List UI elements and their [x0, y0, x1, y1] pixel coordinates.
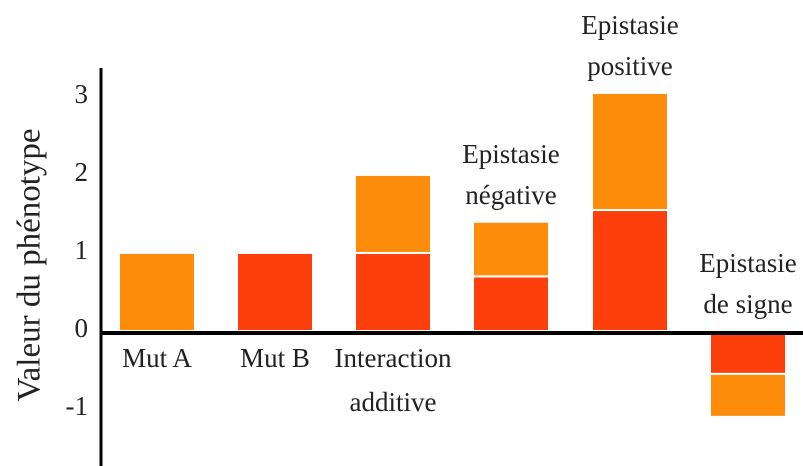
category-label: Mut A: [122, 343, 192, 373]
category-label: additive: [350, 387, 437, 417]
bar-segment: [236, 251, 314, 332]
y-tick-label: 1: [75, 235, 89, 265]
bar-segment: [591, 209, 669, 332]
category-label: positive: [587, 51, 673, 81]
y-tick-label: 0: [75, 313, 89, 343]
y-axis-label: Valeur du phénotype: [12, 128, 48, 401]
bar-segment: [118, 251, 196, 332]
category-label: Interaction: [335, 343, 452, 373]
category-label: Epistasie: [699, 248, 796, 278]
bar-segment: [354, 173, 432, 254]
bar-segment: [472, 275, 550, 332]
y-tick-label: -1: [66, 391, 89, 421]
category-label: Mut B: [240, 343, 310, 373]
bar-segment: [472, 220, 550, 278]
y-tick-label: 2: [75, 157, 89, 187]
bar-segment: [354, 251, 432, 332]
category-label: de signe: [703, 289, 792, 319]
category-label: négative: [465, 180, 556, 210]
category-label: Epistasie: [462, 139, 559, 169]
bar-segment: [591, 91, 669, 212]
category-label: Epistasie: [581, 10, 678, 40]
y-tick-label: 3: [75, 79, 89, 109]
bar-segment: [709, 372, 787, 418]
bar-segment: [709, 329, 787, 375]
